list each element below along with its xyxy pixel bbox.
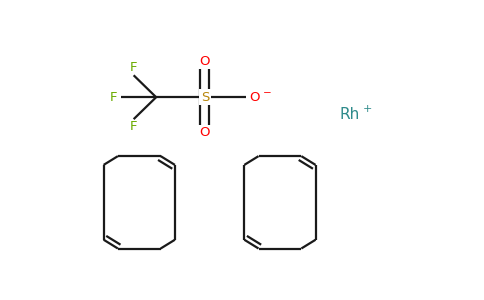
Text: O: O bbox=[249, 91, 260, 104]
Text: Rh: Rh bbox=[339, 107, 360, 122]
Text: O: O bbox=[200, 55, 210, 68]
Text: F: F bbox=[110, 91, 118, 104]
Text: O: O bbox=[200, 126, 210, 139]
Text: +: + bbox=[363, 104, 372, 115]
Text: F: F bbox=[130, 120, 137, 133]
Text: −: − bbox=[262, 88, 271, 98]
Text: S: S bbox=[201, 91, 209, 104]
Text: F: F bbox=[130, 61, 137, 74]
